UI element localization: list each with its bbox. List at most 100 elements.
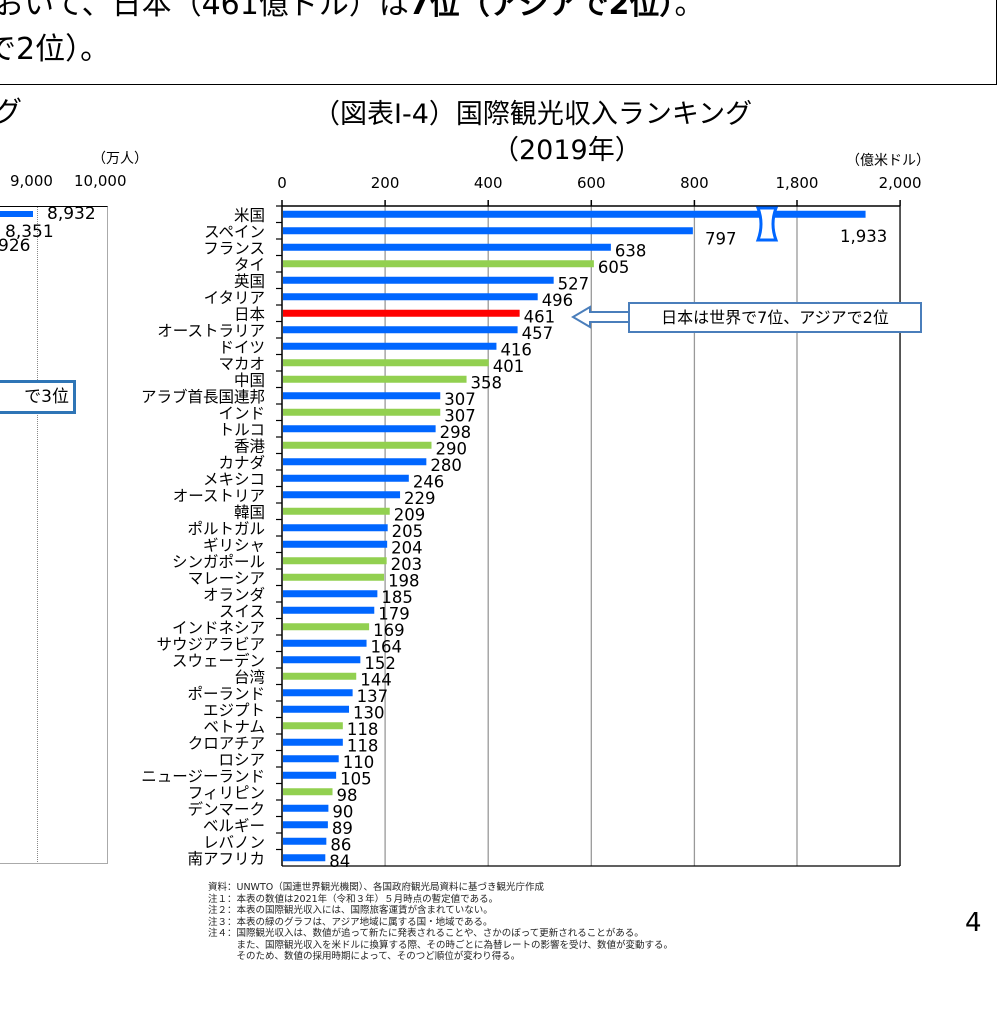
category-label: 韓国 bbox=[234, 503, 265, 521]
left-callout: で3位 bbox=[0, 380, 76, 414]
summary-text: おいて、日本（461億ドル）は bbox=[0, 0, 409, 22]
japan-callout: 日本は世界で7位、アジアで2位 bbox=[628, 302, 922, 333]
value-label: 137 bbox=[357, 687, 389, 706]
left-tick-label: 10,000 bbox=[74, 172, 127, 190]
left-value-label: 926 bbox=[0, 236, 31, 256]
value-label: 229 bbox=[404, 489, 436, 508]
category-label: マレーシア bbox=[188, 569, 265, 587]
x-tick-label: 400 bbox=[474, 174, 503, 192]
value-label: 416 bbox=[500, 340, 532, 359]
category-label: シンガポール bbox=[172, 553, 265, 571]
category-label: デンマーク bbox=[187, 799, 265, 818]
bar-トルコ bbox=[283, 425, 436, 433]
category-label: トルコ bbox=[219, 421, 265, 439]
value-label: 89 bbox=[332, 819, 353, 838]
axis-break-icon bbox=[755, 206, 779, 242]
bar-ポーランド bbox=[283, 689, 353, 697]
value-label: 205 bbox=[392, 522, 424, 541]
value-label: 797 bbox=[705, 230, 737, 249]
note-2: 注２：本表の国際観光収入には、国際旅客運賃が含まれていない。 bbox=[208, 905, 493, 916]
summary-line-2: で2位）。 bbox=[0, 32, 111, 67]
value-label: 280 bbox=[430, 456, 462, 475]
x-tick-label: 2,000 bbox=[879, 174, 922, 192]
left-tick-label: 9,000 bbox=[10, 172, 53, 190]
value-label: 605 bbox=[598, 258, 630, 277]
value-label: 461 bbox=[524, 307, 556, 326]
value-label: 457 bbox=[522, 324, 554, 343]
bar-マカオ bbox=[283, 359, 489, 367]
bar-アラブ首長国連邦 bbox=[283, 392, 441, 400]
value-label: 204 bbox=[391, 538, 423, 557]
note-3: 注３：本表の緑のグラフは、アジア地域に属する国・地域である。 bbox=[208, 916, 493, 928]
revenue-ranking-chart: 0 200 400 600 800 1,800 2,000 米国 1,933 スペイン 797 フラン… bbox=[141, 174, 922, 871]
value-label: 307 bbox=[444, 390, 476, 409]
category-label: ポルトガル bbox=[187, 520, 265, 538]
bar-メキシコ bbox=[283, 474, 409, 482]
value-label: 185 bbox=[381, 588, 413, 607]
chart-unit: （億米ドル） bbox=[846, 153, 930, 169]
category-label: 英国 bbox=[234, 272, 265, 290]
category-label: オーストリア bbox=[173, 487, 265, 505]
category-label: マカオ bbox=[218, 355, 265, 373]
value-label: 179 bbox=[378, 604, 410, 623]
bar-スイス bbox=[283, 606, 375, 614]
category-label: 中国 bbox=[234, 371, 265, 389]
value-label: 118 bbox=[347, 720, 379, 739]
note-4: 注４：国際観光収入は、数値が追って新たに発表されることや、さかのぼって更新される… bbox=[208, 928, 644, 939]
bar-スウェーデン bbox=[283, 656, 361, 664]
bar-台湾 bbox=[283, 672, 357, 680]
x-tick-label: 800 bbox=[680, 174, 709, 192]
value-label: 90 bbox=[332, 802, 353, 821]
value-label: 98 bbox=[337, 786, 358, 805]
left-chart-frame bbox=[0, 206, 108, 864]
bar-カナダ bbox=[283, 458, 427, 466]
x-tick-label: 0 bbox=[277, 174, 287, 192]
bar-南アフリカ bbox=[283, 854, 326, 862]
category-label: アラブ首長国連邦 bbox=[141, 387, 265, 406]
left-chart-unit: （万人） bbox=[92, 151, 148, 167]
bar-日本 bbox=[283, 309, 520, 317]
bar-ベトナム bbox=[283, 722, 343, 730]
value-label: 638 bbox=[615, 241, 647, 260]
bar-フィリピン bbox=[283, 788, 333, 796]
value-label: 118 bbox=[347, 736, 379, 755]
category-label: ポーランド bbox=[187, 685, 265, 703]
value-label: 496 bbox=[542, 291, 574, 310]
left-value-label: 8,932 bbox=[47, 204, 96, 224]
value-label: 298 bbox=[440, 423, 472, 442]
category-label: スウェーデン bbox=[172, 651, 265, 670]
bar-タイ bbox=[283, 260, 594, 268]
category-label: メキシコ bbox=[203, 470, 265, 488]
bar-シンガポール bbox=[283, 557, 387, 565]
summary-line-1: おいて、日本（461億ドル）は7位（アジアで2位）。 bbox=[0, 0, 704, 22]
category-label: カナダ bbox=[218, 454, 265, 472]
category-label: フィリピン bbox=[188, 784, 265, 802]
category-label: 香港 bbox=[234, 437, 266, 455]
category-label: ニュージーランド bbox=[141, 767, 265, 785]
category-label: スイス bbox=[219, 602, 265, 620]
bar-オランダ bbox=[283, 590, 378, 598]
bar-ベルギー bbox=[283, 821, 328, 829]
x-tick-label: 600 bbox=[577, 174, 606, 192]
bar-サウジアラビア bbox=[283, 639, 367, 647]
callout-arrow-icon bbox=[571, 305, 628, 329]
category-label: イタリア bbox=[204, 289, 265, 307]
category-label: クロアチア bbox=[188, 734, 265, 752]
summary-bold-text: 7位（アジアで2位） bbox=[408, 0, 675, 22]
category-label: レバノン bbox=[203, 833, 265, 851]
value-label: 290 bbox=[435, 439, 467, 458]
bar-レバノン bbox=[283, 837, 327, 845]
category-label: 南アフリカ bbox=[187, 850, 265, 868]
chart-subtitle: （2019年） bbox=[492, 135, 642, 166]
left-value-label: 8,351 bbox=[5, 222, 54, 242]
note-source: 資料：UNWTO（国連世界観光機関）、各国政府観光局資料に基づき観光庁作成 bbox=[208, 882, 544, 893]
category-label: ロシア bbox=[218, 751, 265, 769]
category-label: インド bbox=[218, 404, 265, 422]
bar-オーストラリア bbox=[283, 326, 518, 334]
value-label: 164 bbox=[371, 637, 403, 656]
category-label: オーストラリア bbox=[157, 322, 265, 340]
left-bar bbox=[0, 211, 33, 217]
bar-ドイツ bbox=[283, 342, 497, 350]
x-tick-label: 200 bbox=[371, 174, 400, 192]
value-label: 169 bbox=[373, 621, 405, 640]
